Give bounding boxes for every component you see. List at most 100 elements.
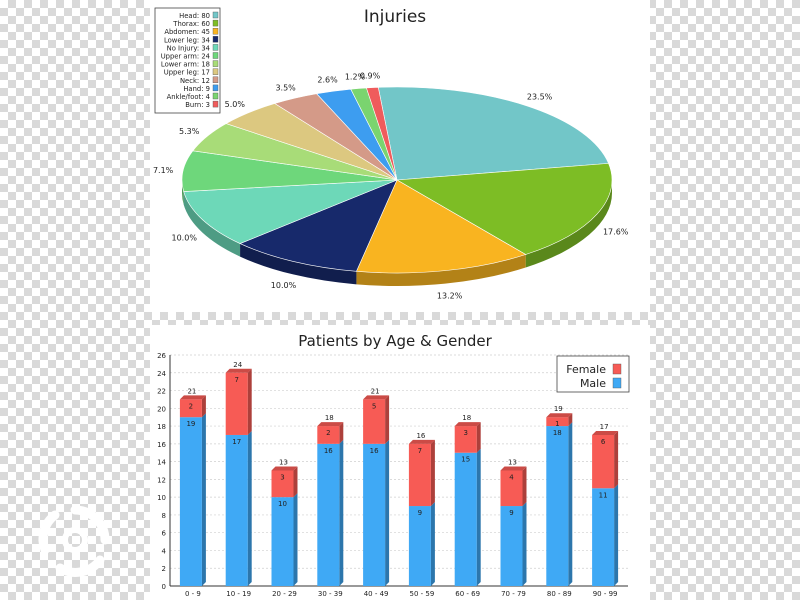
bar-female-9-side	[614, 430, 619, 489]
bar-ytick-label-2: 4	[162, 547, 167, 555]
pie-slices	[181, 86, 613, 274]
pie-percent-labels: 23.5% 17.6% 13.2% 10.0% 10.0% 7.1% 5.3% 5.0% 3.5…	[153, 72, 629, 301]
pie-legend-label-3: Lower leg: 34	[164, 36, 210, 44]
bar-ytick-label-0: 0	[162, 583, 166, 591]
bar-top-cap-8	[546, 413, 573, 418]
bar-category-label-7: 70 - 79	[501, 590, 526, 598]
bar-male-value-9: 11	[599, 491, 608, 499]
bar-female-5-side	[430, 439, 435, 507]
bar-male-value-5: 9	[418, 509, 422, 517]
bar-total-value-3: 18	[325, 414, 334, 422]
bar-female-6-side	[476, 422, 481, 453]
bar-male-2-face	[271, 497, 294, 586]
bar-male-7-face	[500, 506, 523, 586]
bar-female-value-5: 7	[418, 447, 422, 455]
bar-total-value-8: 19	[554, 405, 563, 413]
pie-percent-label-10: 1.2%	[345, 73, 366, 82]
bar-male-3-side	[339, 439, 344, 586]
pie-percent-label-5: 7.1%	[153, 166, 174, 175]
bar-top-cap-9	[592, 430, 619, 435]
bar-female-value-8: 1	[555, 420, 559, 428]
bar-female-value-4: 5	[372, 402, 376, 410]
bar-female-5-face	[408, 443, 431, 507]
pie-legend-label-4: No Injury: 34	[167, 44, 210, 52]
pie-side-4	[183, 191, 241, 257]
bar-female-4	[363, 395, 390, 444]
bar-total-value-0: 21	[187, 387, 196, 395]
bar-male-value-7: 9	[509, 509, 513, 517]
bar-female-9	[592, 430, 619, 489]
pie-legend-swatch-0	[212, 11, 219, 19]
bar-female-4-face	[363, 399, 386, 444]
bar-male-0-face	[179, 417, 202, 586]
pie-legend-swatch-11	[212, 100, 219, 108]
bar-male-value-8: 18	[553, 429, 562, 437]
injuries-pie-svg: Injuries 23.5% 17.6% 13.2% 10.0% 10.0% 7.1% 5.…	[153, 7, 629, 301]
pie-percent-label-11: 0.9%	[360, 72, 381, 81]
pie-slice-2	[355, 179, 527, 274]
pie-percent-label-0: 23.5%	[527, 93, 553, 102]
bar-male-9	[592, 484, 619, 586]
bar-ytick-label-13: 26	[157, 352, 166, 360]
bar-male-6-side	[476, 448, 481, 586]
bar-top-cap-5	[408, 439, 435, 444]
bar-ytick-label-11: 22	[157, 388, 166, 396]
pie-legend-swatch-3	[212, 36, 219, 43]
bar-ytick-label-9: 18	[157, 423, 166, 431]
bar-legend-swatch-male	[612, 377, 622, 389]
bar-male-value-4: 16	[370, 447, 379, 455]
bar-total-value-2: 13	[279, 459, 288, 467]
pie-legend-swatch-6	[212, 60, 219, 67]
pie-slice-1	[396, 163, 613, 255]
pie-percent-label-2: 13.2%	[437, 291, 463, 300]
bar-male-6-face	[454, 452, 477, 586]
bar-ytick-label-10: 20	[157, 405, 166, 413]
injuries-pie-chart: Injuries 23.5% 17.6% 13.2% 10.0% 10.0% 7.1% 5.…	[150, 0, 650, 312]
bar-male-value-2: 10	[278, 500, 287, 508]
bar-female-value-7: 4	[509, 474, 514, 482]
bar-top-cap-1	[225, 368, 252, 373]
bar-top-cap-2	[271, 466, 298, 471]
bar-category-label-2: 20 - 29	[272, 590, 297, 598]
bar-female-9-face	[592, 434, 615, 489]
bar-male-6	[454, 448, 481, 586]
bar-female-2-face	[271, 470, 294, 498]
bar-legend-label-female: Female	[566, 363, 606, 376]
pie-legend-swatch-10	[212, 92, 219, 100]
bar-category-label-3: 30 - 39	[318, 590, 343, 598]
pie-legend-label-6: Lower arm: 18	[161, 61, 210, 69]
bar-top-cap-0	[179, 395, 206, 400]
bar-male-value-3: 16	[324, 447, 333, 455]
bar-ytick-label-7: 14	[157, 459, 166, 467]
pie-slice-3	[239, 179, 398, 272]
pie-percent-label-3: 10.0%	[271, 281, 297, 290]
bar-male-4-face	[363, 443, 386, 586]
pie-percent-label-4: 10.0%	[172, 234, 198, 243]
bar-female-2	[271, 466, 298, 498]
bar-category-label-0: 0 - 9	[185, 590, 201, 598]
bar-male-1-side	[247, 430, 252, 586]
pie-legend-swatch-8	[212, 76, 219, 84]
bar-male-1-face	[225, 434, 248, 586]
bar-total-value-9: 17	[600, 423, 609, 431]
bar-female-2-side	[293, 466, 298, 498]
bar-male-value-0: 19	[186, 420, 195, 428]
patients-bar-svg: Patients by Age & Gender 024681012141618…	[157, 332, 630, 598]
bar-male-value-1: 17	[232, 438, 241, 446]
pie-legend-label-8: Neck: 12	[180, 77, 210, 85]
bar-male-9-face	[592, 488, 615, 586]
bar-female-1	[225, 368, 252, 435]
pie-slice-0	[377, 86, 609, 181]
bar-female-7-side	[522, 466, 527, 507]
bar-male-8	[546, 422, 573, 586]
bar-ytick-label-8: 16	[157, 441, 166, 449]
bar-male-5	[408, 502, 435, 586]
bar-ytick-label-1: 2	[162, 565, 166, 573]
bar-female-1-side	[247, 368, 252, 435]
pie-legend-swatch-2	[212, 28, 219, 35]
bar-male-2-side	[293, 493, 298, 586]
patients-bar-chart: Patients by Age & Gender 0 2 4 6 8 10 12 14 16 18…	[150, 325, 650, 600]
pie-side-walls	[182, 180, 612, 286]
bar-female-value-6: 3	[463, 429, 467, 437]
